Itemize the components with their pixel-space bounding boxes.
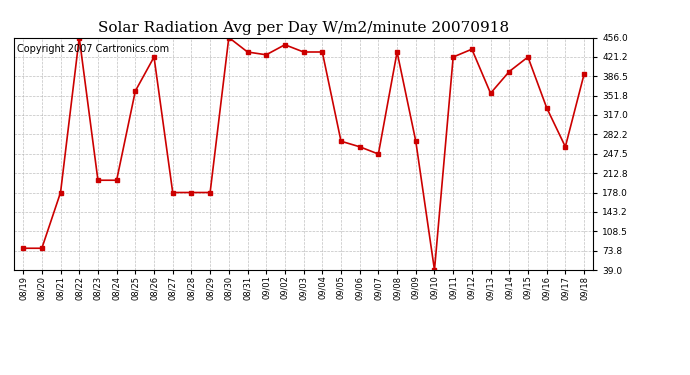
Title: Solar Radiation Avg per Day W/m2/minute 20070918: Solar Radiation Avg per Day W/m2/minute …: [98, 21, 509, 35]
Text: Copyright 2007 Cartronics.com: Copyright 2007 Cartronics.com: [17, 45, 169, 54]
